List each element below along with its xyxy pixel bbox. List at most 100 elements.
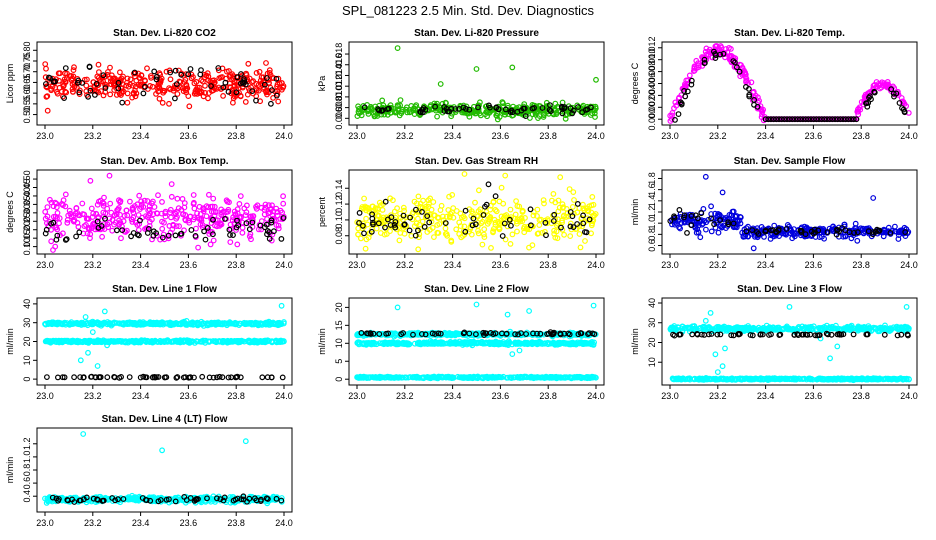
data-point <box>101 308 108 315</box>
data-point <box>730 220 737 227</box>
y-tick-label: 0.60 <box>22 84 32 102</box>
data-point <box>70 67 77 73</box>
data-point <box>208 208 215 215</box>
data-point <box>94 201 101 208</box>
data-point <box>840 116 846 123</box>
data-point <box>543 374 550 381</box>
data-point <box>715 210 721 217</box>
data-point <box>42 61 49 67</box>
data-point <box>119 227 126 234</box>
data-point <box>253 69 260 76</box>
data-point <box>241 205 248 212</box>
data-point <box>536 222 543 229</box>
data-point <box>552 100 559 107</box>
data-point <box>434 229 441 236</box>
data-point <box>375 220 382 227</box>
data-point <box>266 235 273 242</box>
chart-title: Stan. Dev. Line 2 Flow <box>424 284 529 295</box>
data-point <box>538 216 544 223</box>
data-point <box>142 78 148 84</box>
data-point <box>413 206 419 213</box>
data-point <box>205 191 212 198</box>
data-point <box>166 222 173 229</box>
data-point <box>246 226 253 233</box>
data-point <box>278 80 285 86</box>
data-point <box>588 230 594 237</box>
data-point <box>848 116 854 123</box>
y-tick-label: 10 <box>334 338 344 348</box>
data-point <box>792 116 798 123</box>
data-point <box>107 64 113 71</box>
data-point <box>702 48 709 55</box>
data-point <box>140 90 147 97</box>
data-point <box>503 212 510 218</box>
data-point <box>197 211 204 217</box>
data-point <box>812 229 819 236</box>
data-point <box>900 106 907 113</box>
data-point <box>436 374 443 381</box>
data-point <box>257 321 264 328</box>
data-point <box>582 106 589 113</box>
y-tick-label: 0.10 <box>334 211 344 229</box>
y-tick-label: 30 <box>22 318 32 328</box>
data-point <box>768 227 774 234</box>
data-point <box>712 210 718 217</box>
data-point <box>396 374 403 381</box>
data-point <box>493 208 500 215</box>
data-point <box>412 232 419 239</box>
data-point <box>559 204 566 211</box>
data-point <box>50 213 57 220</box>
data-point <box>483 340 490 346</box>
data-point <box>197 338 204 345</box>
x-tick-label: 24.0 <box>900 391 918 401</box>
data-point <box>190 200 197 207</box>
data-point <box>100 202 107 209</box>
data-point <box>205 90 212 96</box>
data-point <box>481 231 487 238</box>
data-point <box>837 116 844 123</box>
data-point <box>355 103 362 110</box>
data-point <box>591 212 598 219</box>
data-point <box>470 339 477 346</box>
x-tick-label: 23.0 <box>661 391 679 401</box>
data-point <box>426 374 433 381</box>
x-tick-label: 23.2 <box>709 131 727 141</box>
data-point <box>488 244 494 251</box>
data-point <box>895 236 902 242</box>
y-tick-label: 0.010 <box>334 86 344 109</box>
data-point <box>429 330 436 337</box>
data-point <box>138 198 145 205</box>
data-point <box>94 339 100 346</box>
data-point <box>516 203 523 210</box>
data-point <box>133 77 140 84</box>
data-point <box>250 213 257 220</box>
data-point <box>432 103 439 110</box>
data-point <box>720 50 727 57</box>
x-tick-label: 23.8 <box>852 391 870 401</box>
data-point <box>255 87 262 94</box>
data-point <box>134 201 141 208</box>
data-point <box>461 375 468 381</box>
data-point <box>191 205 198 212</box>
data-point <box>384 106 391 112</box>
plot-frame <box>348 169 605 255</box>
data-point <box>76 89 83 96</box>
data-point <box>174 91 181 97</box>
data-point <box>182 374 189 381</box>
data-point <box>483 201 490 208</box>
data-point <box>442 220 449 227</box>
data-point <box>197 71 204 78</box>
data-point <box>486 102 492 109</box>
data-point <box>592 114 598 120</box>
data-point <box>585 208 592 215</box>
data-point <box>550 218 557 224</box>
x-tick-label: 23.8 <box>227 260 245 270</box>
data-point <box>584 374 591 381</box>
y-tick-label: 0.35 <box>22 196 32 214</box>
data-point <box>140 203 147 210</box>
data-point <box>449 209 455 216</box>
data-point <box>245 60 252 67</box>
data-point <box>479 241 486 248</box>
data-point <box>674 220 680 227</box>
data-point <box>225 374 232 381</box>
